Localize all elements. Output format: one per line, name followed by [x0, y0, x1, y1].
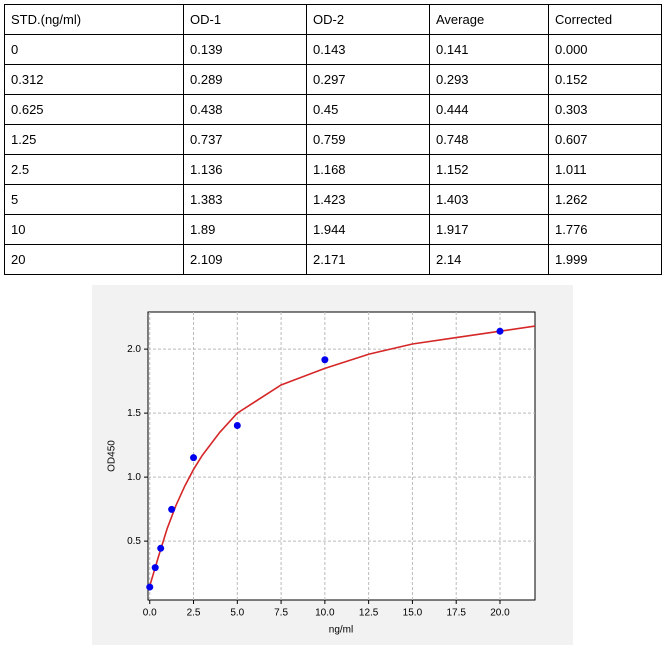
- table-cell: 0.45: [306, 94, 430, 125]
- table-cell: 2.14: [429, 244, 549, 275]
- table-cell: 1.944: [306, 214, 430, 245]
- x-tick-label: 17.5: [446, 608, 466, 619]
- y-tick-label: 1.0: [127, 472, 141, 483]
- data-point: [146, 583, 154, 591]
- table-cell: 0.748: [429, 124, 549, 155]
- table-cell: 0.143: [306, 34, 430, 65]
- table-row: 0.625 0.438 0.45 0.444 0.303: [4, 94, 662, 125]
- table-cell: STD.(ng/ml): [4, 4, 184, 35]
- table-cell: Average: [429, 4, 549, 35]
- x-tick-label: 2.5: [187, 608, 201, 619]
- table-cell: 0.297: [306, 64, 430, 95]
- table-cell: 1.136: [183, 154, 307, 185]
- x-tick-label: 0.0: [143, 608, 157, 619]
- table-cell: 1.403: [429, 184, 549, 215]
- data-point: [168, 505, 176, 513]
- table-cell: 0.293: [429, 64, 549, 95]
- table-cell: 20: [4, 244, 184, 275]
- table-row: 0 0.139 0.143 0.141 0.000: [4, 34, 662, 65]
- x-tick-label: 15.0: [403, 608, 423, 619]
- table-cell: 5: [4, 184, 184, 215]
- table-cell: 0.139: [183, 34, 307, 65]
- data-point: [233, 422, 241, 430]
- data-point: [151, 564, 159, 572]
- table-row: 20 2.109 2.171 2.14 1.999: [4, 244, 662, 275]
- data-point: [190, 454, 198, 462]
- x-tick-label: 20.0: [490, 608, 510, 619]
- table-cell: 1.011: [548, 154, 662, 185]
- table-cell: 2.171: [306, 244, 430, 275]
- data-point: [157, 544, 165, 552]
- y-tick-label: 2.0: [127, 344, 141, 355]
- y-tick-label: 1.5: [127, 408, 141, 419]
- fit-curve: [148, 325, 536, 587]
- table-row: 10 1.89 1.944 1.917 1.776: [4, 214, 662, 245]
- table-cell: Corrected: [548, 4, 662, 35]
- x-axis-label: ng/ml: [329, 625, 353, 636]
- table-cell: 1.999: [548, 244, 662, 275]
- table-cell: 0.737: [183, 124, 307, 155]
- table-cell: OD-1: [183, 4, 307, 35]
- plot-area: [147, 311, 536, 601]
- header-row: STD.(ng/ml) OD-1 OD-2 Average Corrected: [4, 4, 662, 35]
- x-tick-label: 5.0: [230, 608, 244, 619]
- table-cell: 2.109: [183, 244, 307, 275]
- y-axis-label: OD450: [107, 440, 118, 472]
- data-point: [321, 356, 329, 364]
- x-tick-label: 12.5: [359, 608, 379, 619]
- table-row: 5 1.383 1.423 1.403 1.262: [4, 184, 662, 215]
- data-table: STD.(ng/ml) OD-1 OD-2 Average Corrected 0 0.13…: [4, 4, 662, 275]
- data-point: [496, 327, 504, 335]
- table-cell: 0.444: [429, 94, 549, 125]
- table-cell: 1.776: [548, 214, 662, 245]
- table-cell: 1.152: [429, 154, 549, 185]
- table-cell: 0.625: [4, 94, 184, 125]
- x-tick-label: 7.5: [274, 608, 288, 619]
- x-tick-label: 10.0: [315, 608, 335, 619]
- y-tick-label: 0.5: [127, 536, 141, 547]
